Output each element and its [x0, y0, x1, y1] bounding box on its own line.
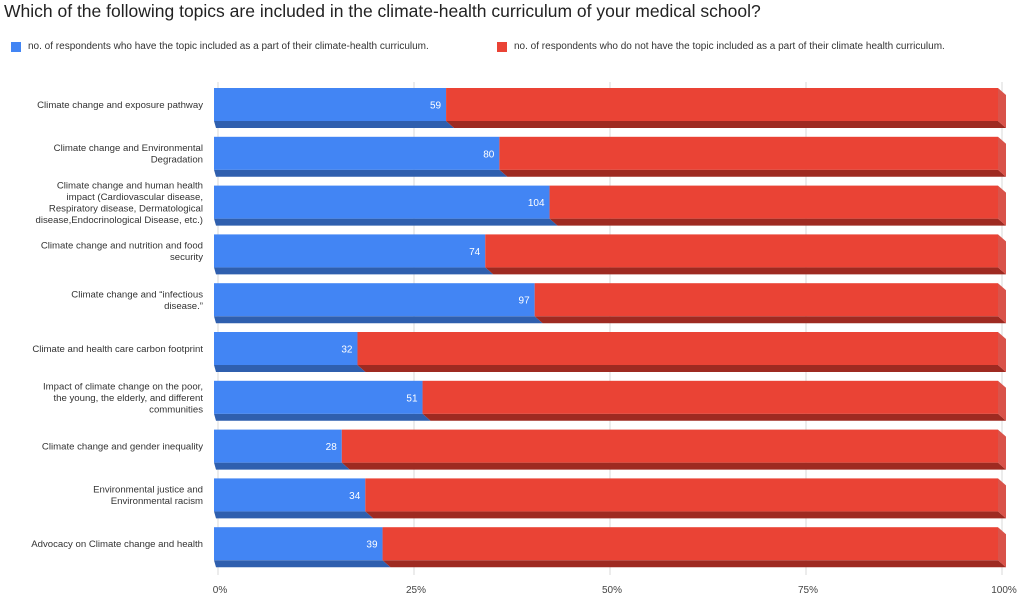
category-labels: Climate change and exposure pathway Clima… — [31, 100, 203, 550]
x-tick-label: 0% — [213, 585, 228, 595]
bar-value-label: 59 — [430, 101, 442, 112]
category-label: Climate change and exposure pathway — [37, 100, 203, 111]
bar-not-included-shadow — [341, 462, 1006, 470]
category-label: Climate change and human health — [57, 180, 203, 191]
category-label: security — [170, 252, 203, 263]
bar-included[interactable] — [214, 88, 447, 121]
legend-item-not-included[interactable]: no. of respondents who do not have the t… — [497, 41, 945, 52]
bar-value-label: 51 — [406, 393, 418, 404]
bar-value-label: 28 — [326, 442, 338, 453]
bar-not-included-shadow — [365, 511, 1006, 519]
bar-not-included[interactable] — [485, 234, 998, 268]
bar-included-shadow — [214, 316, 543, 324]
category-label: impact (Cardiovascular disease, — [66, 192, 203, 203]
bar-not-included[interactable] — [382, 527, 998, 561]
bar-value-label: 32 — [341, 345, 353, 356]
category-label: Environmental justice and — [93, 485, 203, 496]
bar-not-included[interactable] — [446, 88, 999, 121]
bar-included[interactable] — [214, 527, 383, 561]
bar-end-cap — [998, 185, 1006, 226]
bar-included[interactable] — [214, 234, 486, 268]
bar-not-included-shadow — [357, 365, 1006, 372]
bar-value-label: 34 — [349, 491, 361, 502]
bar-included-shadow — [214, 413, 431, 421]
bar-included[interactable] — [214, 283, 535, 317]
category-label: disease.” — [164, 301, 203, 312]
bar-value-label: 97 — [519, 296, 531, 307]
category-label: the young, the elderly, and different — [53, 393, 203, 404]
category-label: Degradation — [151, 155, 203, 166]
bar-included[interactable] — [214, 429, 342, 463]
bar-included-shadow — [214, 267, 494, 275]
bar-not-included[interactable] — [499, 136, 998, 170]
bar-not-included-shadow — [485, 267, 1006, 275]
category-label: Climate change and gender inequality — [42, 442, 203, 453]
bar-not-included-shadow — [446, 121, 1007, 128]
legend-item-included[interactable]: no. of respondents who have the topic in… — [11, 41, 429, 52]
legend-label-included: no. of respondents who have the topic in… — [28, 41, 429, 52]
bar-included-shadow — [214, 365, 366, 372]
bar-not-included-shadow — [422, 413, 1006, 421]
bar-end-cap — [998, 527, 1006, 568]
x-tick-label: 50% — [602, 585, 622, 595]
bar-not-included-shadow — [499, 169, 1006, 177]
legend-swatch-included — [11, 41, 21, 52]
bar-end-cap — [998, 88, 1006, 128]
legend-swatch-not-included — [497, 41, 507, 52]
bar-included-shadow — [214, 121, 455, 128]
bar-included-shadow — [214, 511, 374, 519]
bar-value-label: 39 — [366, 540, 378, 551]
bar-not-included[interactable] — [534, 283, 998, 317]
category-label: Respiratory disease, Dermatological — [49, 203, 203, 214]
bar-included[interactable] — [214, 136, 500, 170]
bar-included[interactable] — [214, 185, 550, 219]
bar-not-included[interactable] — [341, 429, 998, 463]
bar-end-cap — [998, 478, 1006, 519]
bar-included-shadow — [214, 560, 391, 568]
bar-not-included-shadow — [382, 560, 1006, 568]
bar-not-included[interactable] — [422, 380, 998, 414]
x-tick-label: 100% — [991, 585, 1017, 595]
category-label: Advocacy on Climate change and health — [31, 539, 203, 550]
x-tick-label: 75% — [798, 585, 818, 595]
category-label: communities — [149, 404, 203, 415]
bar-end-cap — [998, 332, 1006, 372]
bar-not-included-shadow — [549, 218, 1006, 226]
chart-title: Which of the following topics are includ… — [4, 1, 761, 21]
x-tick-label: 25% — [406, 585, 426, 595]
bars: 59 80 104 74 97 32 51 28 34 39 — [214, 88, 1007, 568]
bar-included-shadow — [214, 218, 558, 226]
x-axis-ticks: 0% 25% 50% 75% 100% — [213, 585, 1017, 595]
category-label: Climate change and Environmental — [54, 143, 203, 154]
bar-not-included-shadow — [534, 316, 1006, 324]
bar-value-label: 74 — [469, 247, 481, 258]
bar-included-shadow — [214, 462, 350, 470]
bar-value-label: 80 — [483, 149, 495, 160]
bar-end-cap — [998, 234, 1006, 275]
bar-end-cap — [998, 380, 1006, 421]
bar-value-label: 104 — [528, 198, 545, 209]
bar-included-shadow — [214, 169, 508, 177]
bar-not-included[interactable] — [357, 332, 998, 365]
bar-included[interactable] — [214, 478, 366, 512]
bar-not-included[interactable] — [365, 478, 998, 512]
bar-included[interactable] — [214, 380, 423, 414]
category-label: Climate change and nutrition and food — [41, 241, 203, 252]
bar-end-cap — [998, 429, 1006, 470]
category-label: Climate change and “infectious — [71, 289, 203, 300]
category-label: Environmental racism — [111, 496, 203, 507]
bar-not-included[interactable] — [549, 185, 998, 219]
bar-end-cap — [998, 283, 1006, 324]
legend-label-not-included: no. of respondents who do not have the t… — [514, 41, 945, 52]
category-label: disease,Endocrinological Disease, etc.) — [36, 215, 203, 226]
bar-included[interactable] — [214, 332, 358, 365]
category-label: Impact of climate change on the poor, — [43, 381, 203, 392]
bar-end-cap — [998, 136, 1006, 177]
category-label: Climate and health care carbon footprint — [32, 344, 203, 355]
